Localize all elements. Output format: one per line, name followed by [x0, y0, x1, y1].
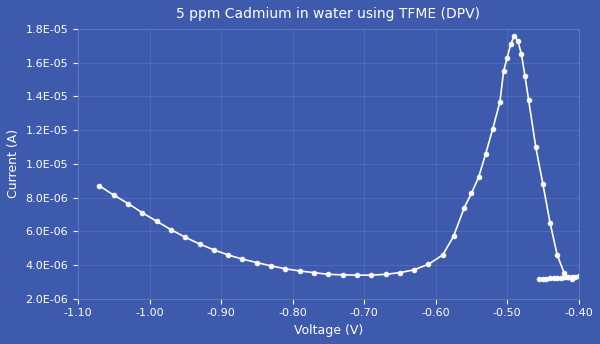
- Y-axis label: Current (A): Current (A): [7, 129, 20, 198]
- X-axis label: Voltage (V): Voltage (V): [294, 324, 363, 337]
- Title: 5 ppm Cadmium in water using TFME (DPV): 5 ppm Cadmium in water using TFME (DPV): [176, 7, 481, 21]
